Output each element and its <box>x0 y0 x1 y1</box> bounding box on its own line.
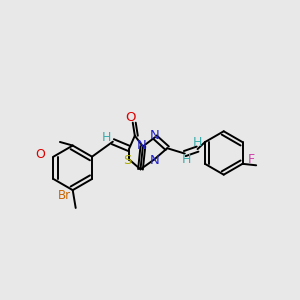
Text: S: S <box>124 154 132 167</box>
Text: N: N <box>137 139 147 152</box>
Text: F: F <box>248 153 255 166</box>
Text: O: O <box>126 111 136 124</box>
Text: N: N <box>150 129 160 142</box>
Text: N: N <box>150 154 160 167</box>
Text: H: H <box>193 136 202 149</box>
Text: Br: Br <box>58 189 71 202</box>
Text: H: H <box>181 153 191 166</box>
Text: O: O <box>35 148 45 161</box>
Text: H: H <box>101 131 111 144</box>
